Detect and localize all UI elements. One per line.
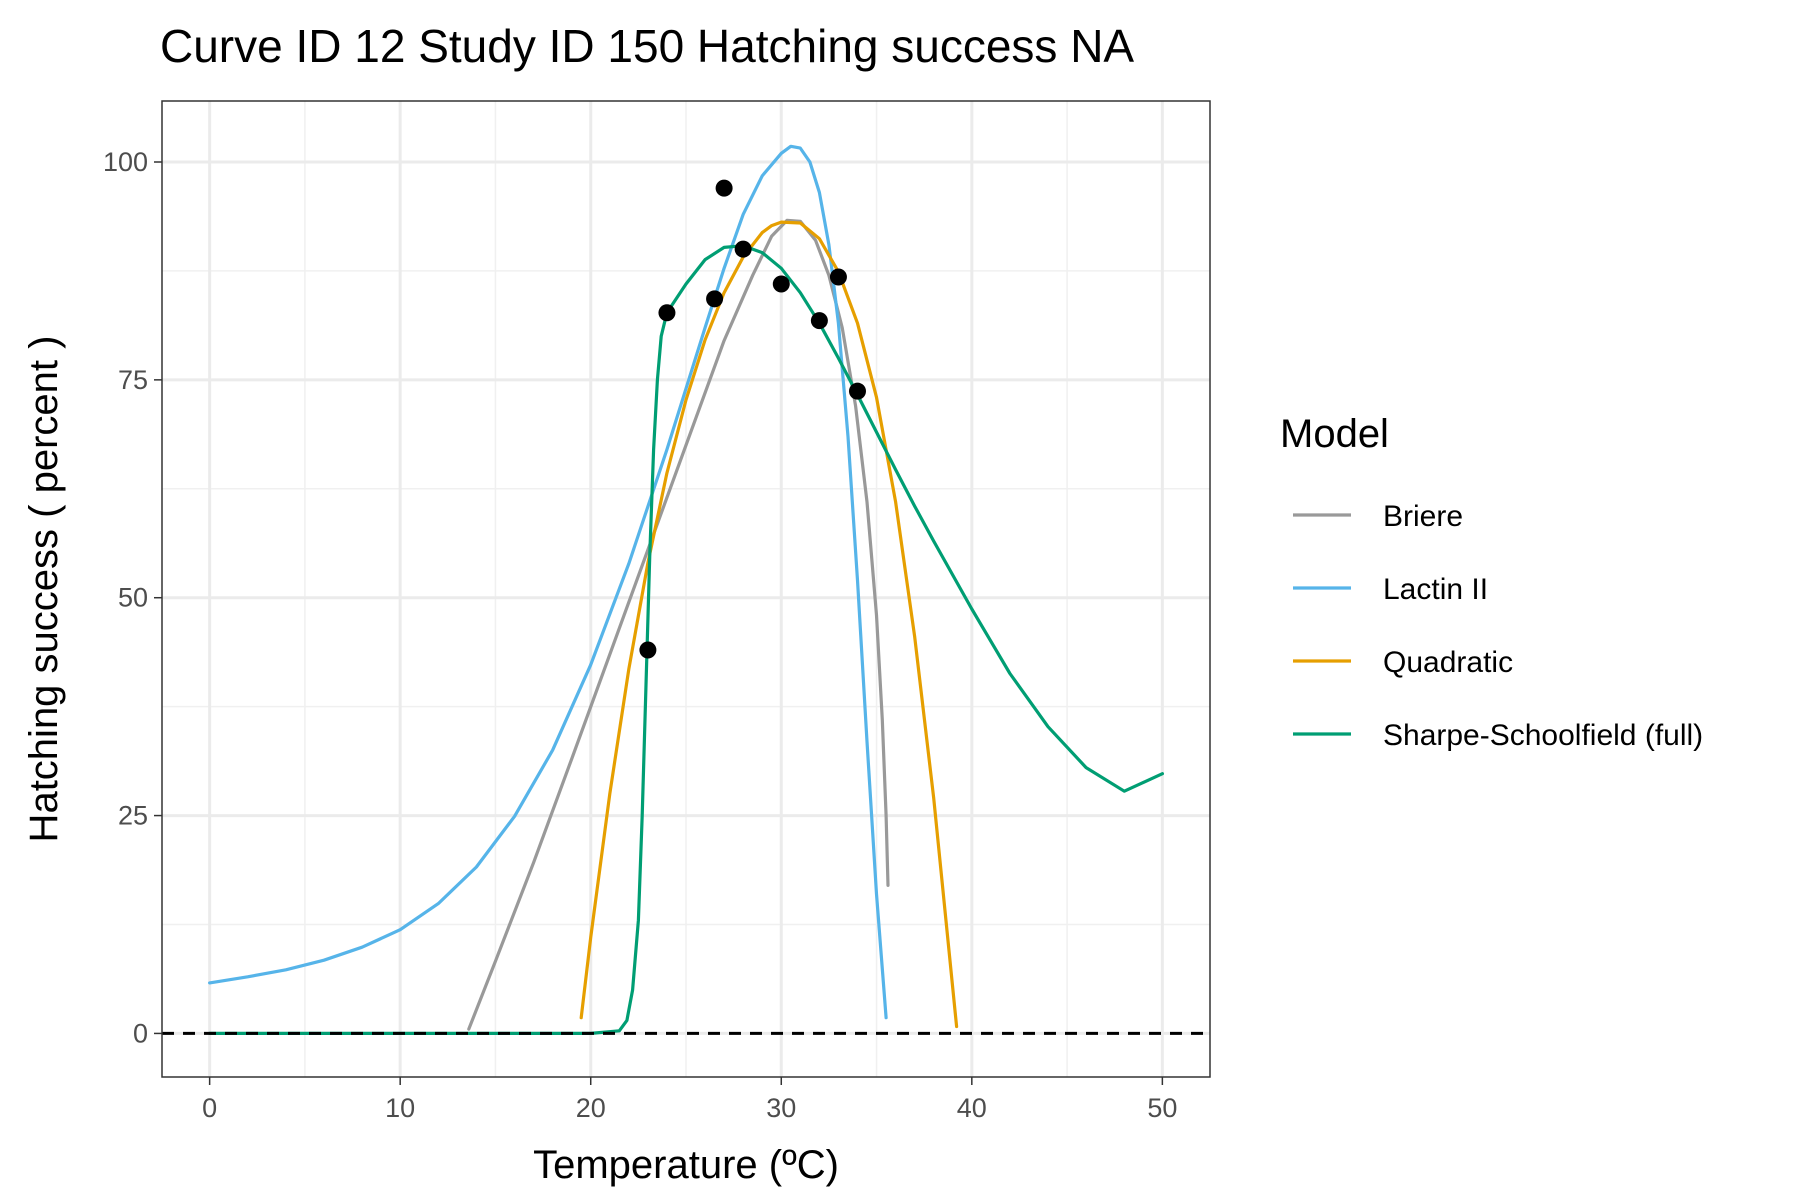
data-point [639,641,657,659]
plot-area [161,100,1211,1078]
chart-title: Curve ID 12 Study ID 150 Hatching succes… [160,20,1134,72]
legend-items: Briere Lactin II Quadratic Sharpe-Schoolfie… [1293,500,1703,752]
data-point [810,312,828,330]
legend-title: Model [1280,412,1389,456]
data-point [848,382,866,400]
x-tick-label: 20 [576,1093,606,1123]
x-tick-label: 50 [1147,1093,1177,1123]
data-point [829,268,847,286]
x-tick-label: 10 [385,1093,415,1123]
data-point [715,179,733,197]
y-axis-title: Hatching success ( percent ) [22,336,66,843]
plot-border [161,100,1211,1078]
y-tick-label: 25 [118,801,148,831]
y-axis: 0 25 50 75 100 [103,147,162,1048]
series-line-briere [467,218,890,1031]
legend-label: Sharpe-Schoolfield (full) [1383,719,1703,752]
x-tick-label: 40 [957,1093,987,1123]
y-tick-label: 0 [133,1018,148,1048]
y-tick-label: 75 [118,365,148,395]
legend-label: Quadratic [1383,646,1513,679]
x-axis-title: Temperature (ºC) [533,1143,839,1187]
x-tick-label: 30 [766,1093,796,1123]
y-tick-label: 100 [103,147,148,177]
data-point [772,275,790,293]
x-tick-label: 0 [202,1093,217,1123]
data-points [639,179,866,659]
legend-label: Briere [1383,500,1463,533]
y-tick-label: 50 [118,583,148,613]
legend: Model Briere Lactin II Quadratic Sharpe-Sch… [1280,412,1703,752]
grid [162,101,1210,1077]
data-point [706,290,724,308]
data-point [658,304,676,322]
data-point [734,240,752,258]
x-axis: 0 10 20 30 40 50 [202,1077,1177,1123]
legend-label: Lactin II [1383,573,1488,606]
